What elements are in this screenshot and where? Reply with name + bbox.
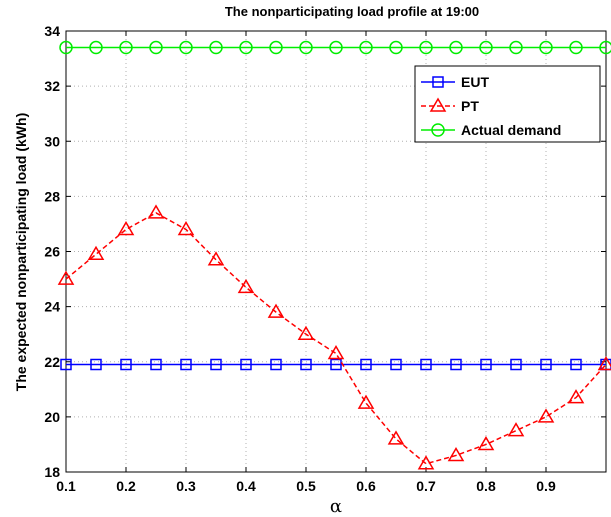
data-point: [570, 358, 582, 371]
data-point: [270, 358, 282, 371]
data-point: [119, 40, 133, 55]
data-point: [417, 455, 435, 470]
data-point: [267, 303, 285, 318]
series-line: [65, 212, 607, 465]
legend-label: EUT: [461, 74, 489, 90]
y-tick-label: 26: [44, 244, 60, 260]
data-point: [389, 40, 403, 55]
grid: [66, 31, 606, 472]
data-point: [480, 358, 492, 371]
data-point: [209, 40, 223, 55]
series-actual-demand: [59, 40, 611, 55]
data-point: [477, 435, 495, 451]
axis-ticks: [65, 30, 606, 473]
data-point: [509, 40, 523, 55]
data-point: [390, 358, 402, 371]
data-point: [179, 40, 193, 55]
data-point: [57, 270, 75, 285]
legend-item: Actual demand: [421, 122, 561, 138]
legend-item: EUT: [421, 74, 489, 90]
legend-marker: [431, 123, 445, 137]
data-point: [237, 278, 255, 294]
data-point: [297, 325, 315, 340]
x-axis-label: α: [330, 496, 342, 517]
data-point: [180, 358, 192, 371]
data-point: [387, 430, 405, 445]
data-point: [449, 40, 463, 55]
data-point: [507, 422, 525, 437]
y-tick-label: 24: [44, 299, 60, 315]
data-point: [510, 358, 522, 371]
series-eut: [60, 358, 611, 371]
data-point: [60, 358, 72, 371]
data-point: [177, 220, 195, 236]
data-point: [150, 358, 162, 371]
legend-label: PT: [461, 98, 479, 114]
legend-label: Actual demand: [461, 122, 561, 138]
data-point: [479, 40, 493, 55]
data-point: [207, 251, 225, 266]
data-point: [420, 358, 432, 371]
data-point: [90, 358, 102, 371]
data-point: [359, 40, 373, 55]
data-point: [539, 40, 553, 55]
data-point: [240, 358, 252, 371]
data-point: [327, 344, 345, 360]
y-tick-label: 34: [44, 23, 60, 39]
data-point: [149, 40, 163, 55]
y-axis-label: The expected nonparticipating load (kWh): [13, 113, 29, 391]
data-point: [419, 40, 433, 55]
data-point: [330, 358, 342, 371]
series-pt: [57, 204, 611, 470]
x-tick-label: 0.6: [356, 478, 376, 494]
data-point: [540, 358, 552, 371]
x-tick-label: 0.1: [56, 478, 76, 494]
data-point: [147, 204, 165, 219]
data-point: [300, 358, 312, 371]
legend-marker: [429, 97, 447, 112]
y-tick-label: 28: [44, 188, 60, 204]
chart-title: The nonparticipating load profile at 19:…: [225, 4, 479, 19]
data-point: [269, 40, 283, 55]
x-tick-label: 0.7: [416, 478, 436, 494]
x-tick-label: 0.9: [536, 478, 556, 494]
data-point: [87, 245, 105, 261]
data-point: [567, 389, 585, 404]
data-point: [299, 40, 313, 55]
data-point: [120, 358, 132, 371]
data-point: [59, 40, 73, 55]
legend: EUT PT Actual demand: [414, 65, 601, 143]
data-point: [329, 40, 343, 55]
legend-item: PT: [421, 97, 479, 114]
data-point: [450, 358, 462, 371]
y-tick-label: 22: [44, 354, 60, 370]
legend-marker: [432, 76, 444, 88]
series-layer: [57, 40, 611, 470]
data-point: [210, 358, 222, 371]
x-tick-label: 0.2: [116, 478, 136, 494]
data-point: [597, 356, 611, 371]
data-point: [537, 408, 555, 423]
x-tick-label: 0.5: [296, 478, 316, 494]
data-point: [569, 40, 583, 55]
data-point: [89, 40, 103, 55]
data-point: [599, 40, 611, 55]
y-tick-label: 18: [44, 464, 60, 480]
data-point: [117, 220, 135, 236]
x-tick-label: 0.3: [176, 478, 196, 494]
x-tick-label: 0.4: [236, 478, 256, 494]
data-point: [239, 40, 253, 55]
x-tick-labels: 0.1 0.2 0.3 0.4 0.5 0.6 0.7 0.8 0.9: [56, 478, 556, 494]
y-tick-label: 20: [44, 409, 60, 425]
data-point: [447, 446, 465, 462]
y-tick-label: 32: [44, 78, 60, 94]
y-tick-label: 30: [44, 133, 60, 149]
data-point: [360, 358, 372, 371]
x-tick-label: 0.8: [476, 478, 496, 494]
y-tick-labels: 18 20 22 24 26 28 30 32 34: [44, 23, 60, 480]
data-point: [357, 394, 375, 409]
